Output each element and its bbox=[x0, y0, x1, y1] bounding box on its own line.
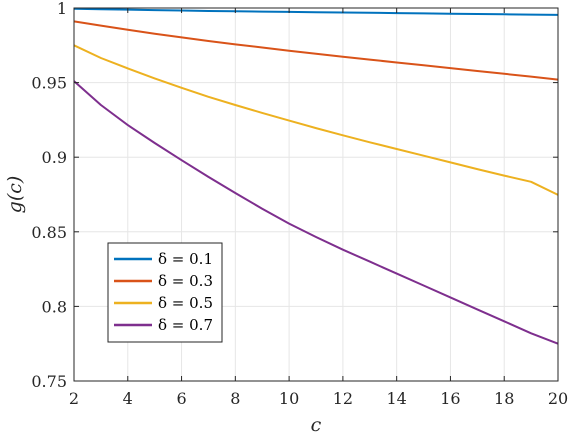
legend-label: δ = 0.5 bbox=[158, 294, 213, 312]
legend-label: δ = 0.7 bbox=[158, 316, 213, 334]
x-tick-label: 18 bbox=[494, 389, 514, 408]
x-tick-label: 10 bbox=[279, 389, 299, 408]
y-tick-label: 0.95 bbox=[31, 74, 67, 93]
x-tick-label: 6 bbox=[176, 389, 186, 408]
y-tick-label: 0.75 bbox=[31, 372, 67, 391]
x-axis-label: c bbox=[311, 414, 322, 434]
y-tick-label: 0.85 bbox=[31, 223, 67, 242]
x-tick-label: 2 bbox=[69, 389, 79, 408]
y-tick-label: 1 bbox=[57, 0, 67, 18]
x-tick-label: 14 bbox=[386, 389, 406, 408]
y-axis-label: g(c) bbox=[4, 176, 26, 214]
x-tick-label: 8 bbox=[230, 389, 240, 408]
series-line-4 bbox=[73, 80, 559, 345]
legend-label: δ = 0.3 bbox=[158, 272, 213, 290]
legend-label: δ = 0.1 bbox=[158, 250, 213, 268]
x-tick-label: 4 bbox=[123, 389, 133, 408]
series-line-1 bbox=[73, 7, 559, 16]
y-tick-label: 0.9 bbox=[42, 148, 67, 167]
series-layer bbox=[73, 7, 559, 345]
ticks: 2 4 6 8 10 12 14 16 18 20 0.75 0.8 0.85 0.9 0.95 1 bbox=[31, 0, 568, 408]
x-tick-label: 12 bbox=[333, 389, 353, 408]
plot-frame bbox=[73, 7, 559, 382]
series-line-3 bbox=[73, 44, 559, 196]
series-line-2 bbox=[73, 20, 559, 81]
legend: δ = 0.1 δ = 0.3 δ = 0.5 δ = 0.7 bbox=[107, 242, 223, 343]
x-tick-label: 16 bbox=[440, 389, 460, 408]
x-tick-label: 20 bbox=[548, 389, 568, 408]
y-tick-label: 0.8 bbox=[42, 297, 67, 316]
